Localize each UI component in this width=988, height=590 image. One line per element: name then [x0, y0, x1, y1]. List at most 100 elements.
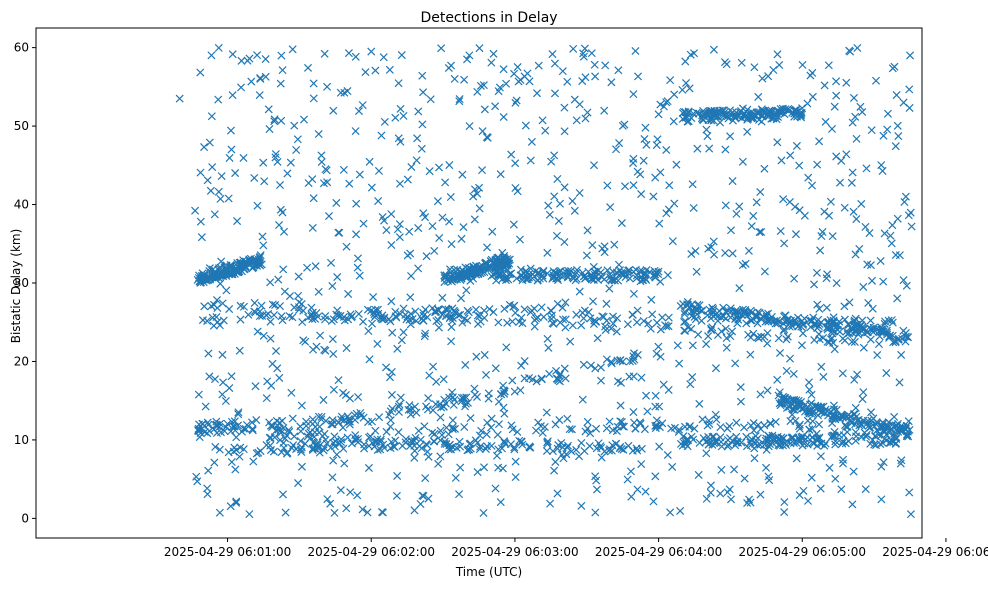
detection-point — [412, 408, 421, 417]
x-tick-label: 2025-04-29 06:06:00 — [882, 545, 988, 559]
detection-point — [746, 438, 755, 447]
detection-point — [375, 413, 384, 422]
detection-point — [252, 416, 261, 425]
detection-point — [369, 293, 378, 302]
detection-point — [636, 170, 645, 179]
detection-point — [871, 441, 881, 450]
detection-point — [444, 430, 453, 439]
detection-point — [719, 303, 728, 312]
detection-point — [588, 241, 597, 250]
detection-point — [450, 74, 459, 83]
detection-point — [860, 324, 869, 333]
detection-point — [566, 337, 575, 346]
detection-point — [703, 132, 712, 141]
detection-point — [820, 207, 829, 216]
detection-point — [549, 267, 558, 276]
detection-point — [633, 306, 642, 315]
detection-point — [756, 314, 765, 323]
detection-point — [202, 274, 211, 283]
detection-point — [602, 316, 611, 325]
detection-point — [434, 316, 443, 325]
detection-point — [447, 337, 456, 346]
detection-point — [386, 444, 395, 453]
detection-point — [775, 348, 785, 358]
detection-point — [894, 132, 903, 141]
detection-point — [888, 64, 897, 73]
detection-point — [607, 357, 616, 366]
detection-point — [875, 332, 884, 341]
detection-point — [662, 209, 671, 218]
detection-point — [368, 319, 377, 328]
x-axis-ticks: 2025-04-29 06:01:00 2025-04-29 06:02:00 20… — [164, 538, 988, 559]
detection-point — [516, 265, 525, 274]
detection-point — [290, 121, 299, 130]
detection-point — [803, 416, 812, 425]
detection-point — [396, 104, 405, 113]
detection-point — [893, 294, 902, 303]
detection-point — [764, 112, 773, 121]
detection-point — [816, 452, 825, 461]
detection-point — [428, 428, 437, 437]
detection-point — [517, 313, 526, 322]
detection-point — [416, 500, 425, 509]
detection-point — [756, 440, 765, 449]
detection-point — [478, 127, 487, 136]
detection-point — [814, 330, 823, 339]
detection-point — [499, 65, 508, 74]
detection-point — [850, 375, 859, 384]
detection-point — [337, 435, 346, 444]
detection-point — [507, 421, 516, 430]
detection-point — [707, 243, 716, 252]
detection-point — [502, 79, 511, 88]
detection-point — [203, 316, 212, 325]
detection-point — [780, 393, 789, 402]
detection-point — [640, 134, 649, 144]
detection-point — [245, 510, 254, 519]
detection-point — [608, 267, 617, 276]
detection-point — [554, 376, 563, 385]
detection-point — [896, 459, 905, 468]
detection-point — [814, 315, 823, 324]
detection-point — [590, 60, 599, 69]
detection-point — [551, 457, 560, 466]
detection-point — [679, 432, 688, 441]
detection-point — [445, 275, 455, 284]
detection-point — [572, 265, 582, 274]
detection-point — [463, 306, 472, 315]
detection-point — [553, 174, 562, 183]
detection-point — [830, 102, 839, 111]
detection-point — [410, 402, 419, 411]
detection-point — [290, 432, 299, 441]
detection-point — [279, 265, 288, 274]
detection-point — [639, 156, 648, 165]
detection-point — [605, 284, 614, 293]
detection-point — [790, 112, 799, 121]
detection-point — [848, 118, 857, 127]
detection-point — [255, 311, 264, 321]
detection-point — [550, 151, 559, 160]
detection-point — [395, 179, 404, 188]
detection-point — [210, 210, 219, 219]
detection-point — [560, 103, 569, 112]
detection-point — [386, 422, 395, 431]
detection-point — [579, 52, 588, 61]
detection-point — [851, 322, 860, 331]
detection-point — [491, 102, 500, 111]
detection-point — [281, 508, 290, 517]
detection-point — [722, 343, 731, 352]
detection-point — [240, 261, 249, 270]
detection-point — [364, 463, 373, 472]
detection-point — [214, 187, 223, 196]
detection-point — [445, 393, 454, 402]
detection-point — [302, 417, 311, 426]
detection-point — [256, 74, 265, 83]
detection-point — [553, 374, 562, 383]
detection-point — [762, 445, 771, 454]
detection-point — [733, 307, 742, 316]
detection-point — [215, 508, 224, 517]
detection-point — [494, 271, 503, 281]
detection-point — [308, 315, 317, 324]
detection-point — [448, 316, 457, 326]
detection-point — [344, 49, 353, 58]
detection-point — [282, 431, 291, 440]
